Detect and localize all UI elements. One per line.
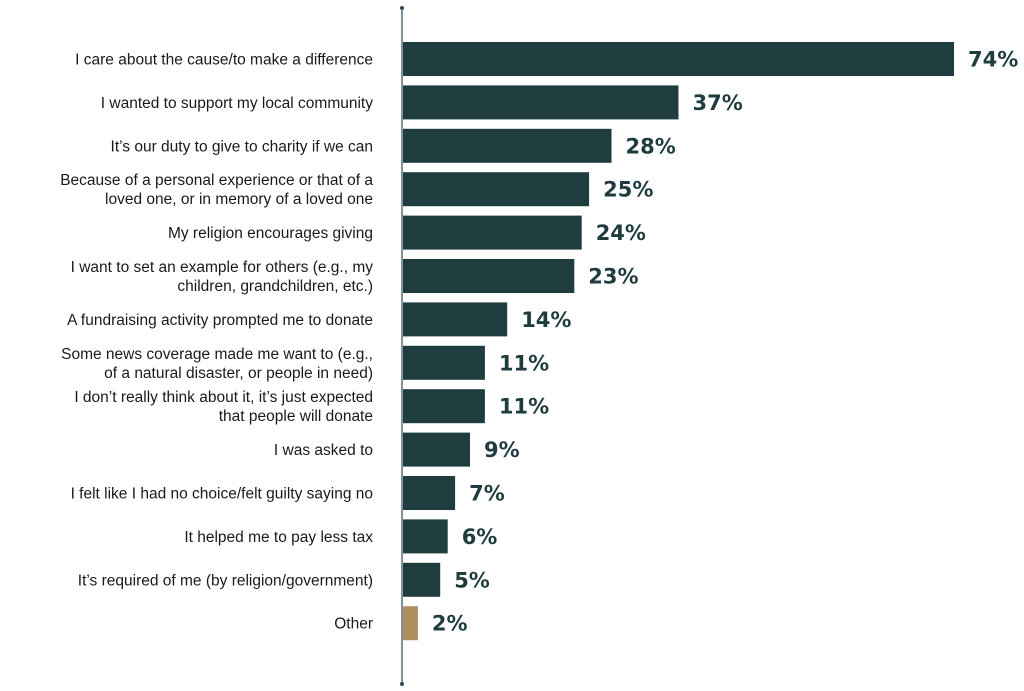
category-label-line: Other xyxy=(334,616,373,633)
category-label: Some news coverage made me want to (e.g.… xyxy=(61,346,373,382)
value-label: 14% xyxy=(521,308,571,332)
bars-group xyxy=(403,42,954,641)
category-label-line: I was asked to xyxy=(274,442,373,459)
category-label: I wanted to support my local community xyxy=(101,95,373,112)
value-label: 11% xyxy=(499,395,549,419)
value-label: 74% xyxy=(968,48,1018,72)
value-label: 28% xyxy=(626,134,676,158)
value-label: 5% xyxy=(454,568,490,592)
bar xyxy=(403,259,575,293)
value-label: 23% xyxy=(588,265,638,289)
value-label: 7% xyxy=(469,482,505,506)
value-label: 24% xyxy=(596,221,646,245)
value-label: 25% xyxy=(603,178,653,202)
category-label-line: It’s required of me (by religion/governm… xyxy=(78,572,373,589)
category-label-line: children, grandchildren, etc.) xyxy=(177,278,373,295)
category-label-line: that people will donate xyxy=(219,408,373,425)
category-label: I felt like I had no choice/felt guilty … xyxy=(71,486,373,503)
category-label-line: I want to set an example for others (e.g… xyxy=(71,259,374,276)
category-label-line: I don’t really think about it, it’s just… xyxy=(74,389,373,406)
value-label: 11% xyxy=(499,351,549,375)
category-label: A fundraising activity prompted me to do… xyxy=(67,312,373,329)
axis-top-dot xyxy=(400,6,404,10)
category-label: I don’t really think about it, it’s just… xyxy=(74,389,373,425)
bar xyxy=(403,389,485,424)
category-label: It helped me to pay less tax xyxy=(184,529,373,546)
category-label: It’s our duty to give to charity if we c… xyxy=(111,138,373,155)
category-label-line: I felt like I had no choice/felt guilty … xyxy=(71,486,373,503)
bar xyxy=(403,128,612,163)
bar xyxy=(403,562,441,597)
category-label: I want to set an example for others (e.g… xyxy=(71,259,374,295)
bar xyxy=(403,519,448,554)
category-label: I was asked to xyxy=(274,442,373,459)
value-label: 9% xyxy=(484,438,520,462)
category-label: My religion encourages giving xyxy=(168,225,373,242)
axis-bottom-dot xyxy=(400,682,404,686)
bar xyxy=(403,345,485,380)
value-label: 37% xyxy=(693,91,743,115)
bar xyxy=(403,85,679,120)
category-label-line: It helped me to pay less tax xyxy=(184,529,373,546)
value-label: 2% xyxy=(432,612,468,636)
bar xyxy=(403,302,508,337)
bar xyxy=(403,172,590,207)
category-label-line: loved one, or in memory of a loved one xyxy=(105,191,373,208)
category-label: Other xyxy=(334,616,373,633)
category-label-line: A fundraising activity prompted me to do… xyxy=(67,312,373,329)
category-label-line: My religion encourages giving xyxy=(168,225,373,242)
category-label-line: of a natural disaster, or people in need… xyxy=(104,365,373,382)
value-labels-group: 74% 37% 28% 25% 24% 23% 14% 11% 11% 9% 7% 6% 5% 2% xyxy=(432,48,1018,636)
category-label-line: I wanted to support my local community xyxy=(101,95,373,112)
bar xyxy=(403,215,582,250)
category-label-line: Some news coverage made me want to (e.g.… xyxy=(61,346,373,363)
category-labels-group: I care about the cause/to make a differe… xyxy=(60,52,373,633)
bar xyxy=(403,606,418,641)
bar xyxy=(403,432,470,467)
category-label: It’s required of me (by religion/governm… xyxy=(78,572,373,589)
category-label: I care about the cause/to make a differe… xyxy=(75,52,373,69)
bar xyxy=(403,476,456,510)
bar xyxy=(403,42,954,76)
category-label-line: It’s our duty to give to charity if we c… xyxy=(111,138,373,155)
category-label-line: I care about the cause/to make a differe… xyxy=(75,52,373,69)
category-label: Because of a personal experience or that… xyxy=(60,172,373,208)
value-label: 6% xyxy=(462,525,498,549)
category-label-line: Because of a personal experience or that… xyxy=(60,172,373,189)
